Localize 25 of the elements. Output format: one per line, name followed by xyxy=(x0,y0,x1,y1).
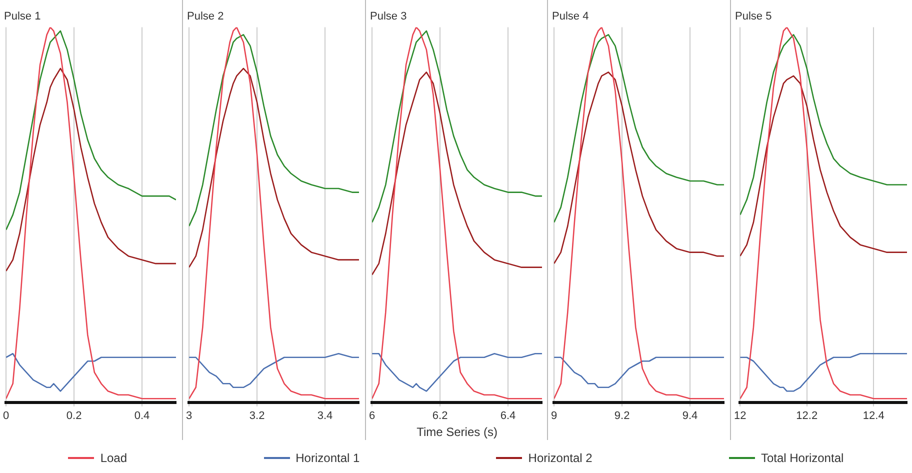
chart-title: Pulse 1 xyxy=(4,10,41,23)
legend-label: Horizontal 2 xyxy=(528,451,592,465)
legend-label: Total Horizontal xyxy=(760,451,844,465)
x-axis-title: Time Series (s) xyxy=(416,425,498,440)
chart-title: Pulse 3 xyxy=(370,10,406,23)
x-tick-label: 12.2 xyxy=(796,410,818,422)
x-tick-label: 12 xyxy=(734,410,746,422)
x-tick-label: 3.2 xyxy=(250,410,266,422)
chart-title: Pulse 2 xyxy=(187,10,224,23)
x-tick-label: 0.4 xyxy=(134,410,150,422)
x-tick-label: 6.4 xyxy=(500,410,516,422)
chart-title: Pulse 4 xyxy=(552,10,589,23)
x-tick-label: 3 xyxy=(186,410,193,422)
legend-label: Load xyxy=(100,451,128,465)
chart-title: Pulse 5 xyxy=(734,10,772,23)
x-tick-label: 9.2 xyxy=(614,410,630,422)
x-tick-label: 9.4 xyxy=(682,410,698,422)
legend-label: Horizontal 1 xyxy=(296,451,360,465)
x-tick-label: 6.2 xyxy=(432,410,448,422)
x-tick-label: 6 xyxy=(368,410,375,422)
x-tick-label: 0.2 xyxy=(66,410,82,422)
x-tick-label: 9 xyxy=(551,410,558,422)
x-tick-label: 3.4 xyxy=(318,410,334,422)
x-tick-label: 12.4 xyxy=(862,410,884,422)
x-tick-label: 0 xyxy=(2,410,10,422)
